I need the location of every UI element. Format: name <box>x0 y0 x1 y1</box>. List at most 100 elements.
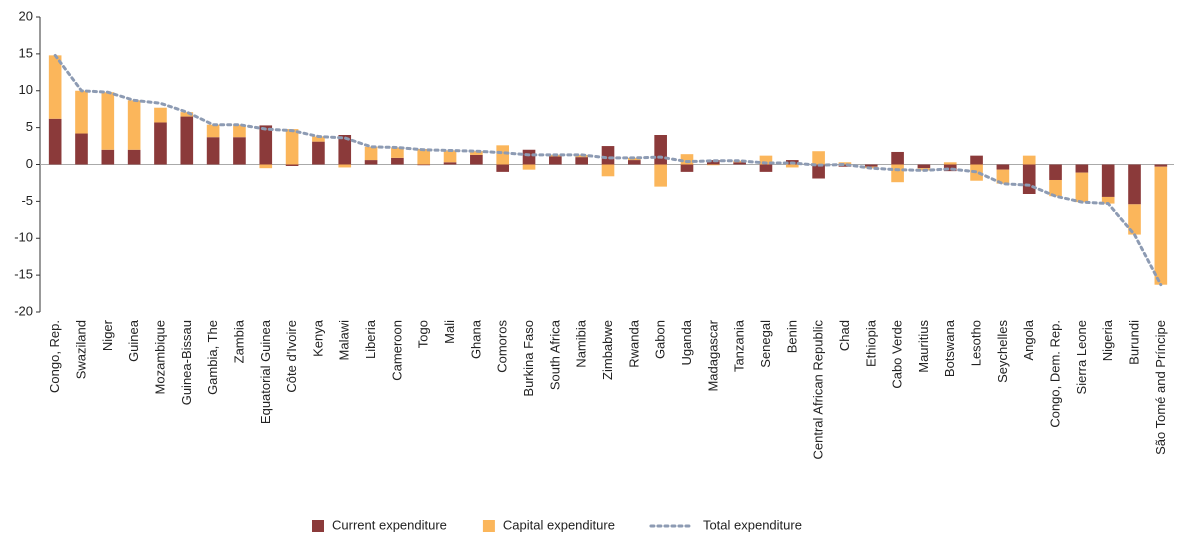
bar <box>48 55 62 119</box>
bar <box>575 157 588 165</box>
bar <box>706 164 720 166</box>
x-tick-label: Niger <box>100 319 115 351</box>
x-tick-label: South Africa <box>547 319 562 390</box>
bar <box>154 107 167 123</box>
x-tick-label: Liberia <box>363 319 378 359</box>
bar <box>75 90 88 134</box>
x-tick-label: Sierra Leone <box>1074 320 1089 394</box>
x-tick-label: Congo, Rep. <box>47 320 62 393</box>
bar <box>1101 164 1115 197</box>
x-tick-label: Cabo Verde <box>890 320 905 389</box>
bar <box>206 124 220 138</box>
x-tick-label: Malawi <box>337 320 352 361</box>
bar <box>838 164 852 167</box>
x-tick-label: Togo <box>416 320 431 348</box>
y-tick-label: 10 <box>19 82 33 97</box>
x-tick-label: São Tomé and Príncipe <box>1153 320 1168 455</box>
x-tick-label: Mozambique <box>152 320 167 394</box>
x-tick-label: Comoros <box>495 320 510 373</box>
bar <box>996 169 1010 184</box>
bar <box>75 133 88 165</box>
bar <box>785 164 799 168</box>
bar <box>127 149 141 165</box>
x-tick-label: Ghana <box>468 319 483 359</box>
bar <box>628 160 641 165</box>
x-tick-label: Mauritius <box>916 320 931 373</box>
legend-label: Total expenditure <box>703 517 802 532</box>
bar <box>443 150 457 163</box>
bar <box>233 124 246 138</box>
x-tick-label: Gambia, The <box>205 320 220 395</box>
bar <box>364 160 378 165</box>
bar <box>259 125 273 165</box>
x-tick-label: Madagascar <box>705 319 720 391</box>
bar <box>1022 164 1036 194</box>
x-tick-label: Lesotho <box>969 320 984 366</box>
y-tick-label: 5 <box>26 119 33 134</box>
x-tick-label: Gabon <box>653 320 668 359</box>
legend-swatch <box>312 520 324 532</box>
bar <box>680 164 694 172</box>
bar <box>733 160 746 163</box>
x-tick-label: Cameroon <box>389 320 404 381</box>
bar <box>1154 166 1168 285</box>
y-tick-label: -20 <box>14 303 33 318</box>
x-tick-label: Burundi <box>1127 320 1142 365</box>
bar <box>706 160 720 165</box>
bar <box>364 146 378 161</box>
x-tick-label: Nigeria <box>1100 319 1115 361</box>
bar <box>206 137 220 165</box>
y-tick-label: -5 <box>21 193 33 208</box>
bar <box>943 164 957 172</box>
bar <box>496 164 510 172</box>
bar <box>443 162 457 165</box>
bar <box>838 162 852 165</box>
bar <box>812 164 825 179</box>
bar <box>864 164 878 167</box>
x-tick-label: Mali <box>442 320 457 344</box>
bar <box>285 164 299 166</box>
y-tick-label: -10 <box>14 230 33 245</box>
bar <box>1049 164 1062 180</box>
bar <box>759 164 773 172</box>
x-tick-label: Benin <box>784 320 799 353</box>
y-tick-label: 15 <box>19 45 33 60</box>
bar <box>496 145 510 165</box>
bar <box>996 164 1010 170</box>
bar <box>759 155 773 165</box>
x-tick-label: Congo, Dem. Rep. <box>1048 320 1063 428</box>
x-tick-label: Botswana <box>942 319 957 377</box>
x-tick-label: Guinea-Bissau <box>179 320 194 405</box>
x-tick-label: Tanzania <box>732 319 747 372</box>
bar <box>180 116 194 165</box>
bar <box>970 155 983 165</box>
x-tick-label: Namibia <box>574 319 589 367</box>
bar <box>943 162 957 165</box>
bar <box>1101 196 1115 204</box>
bar <box>1049 179 1062 197</box>
bar <box>338 135 352 165</box>
bar <box>601 146 615 165</box>
bar <box>470 154 483 165</box>
y-tick-label: 0 <box>26 156 33 171</box>
total-line <box>53 53 1163 287</box>
bar <box>259 164 273 169</box>
bar <box>522 149 536 165</box>
legend-label: Current expenditure <box>332 517 447 532</box>
bar <box>180 112 194 117</box>
x-tick-label: Rwanda <box>626 319 641 367</box>
bar <box>312 136 325 142</box>
bar <box>417 149 431 165</box>
x-tick-label: Angola <box>1021 319 1036 360</box>
bar <box>312 141 325 165</box>
bar <box>391 157 404 165</box>
x-tick-label: Senegal <box>758 320 773 368</box>
bar <box>522 164 536 170</box>
x-tick-label: Ethiopia <box>863 319 878 367</box>
bar <box>233 137 246 165</box>
bar <box>417 164 431 166</box>
bar <box>891 164 904 183</box>
bar <box>601 164 615 177</box>
